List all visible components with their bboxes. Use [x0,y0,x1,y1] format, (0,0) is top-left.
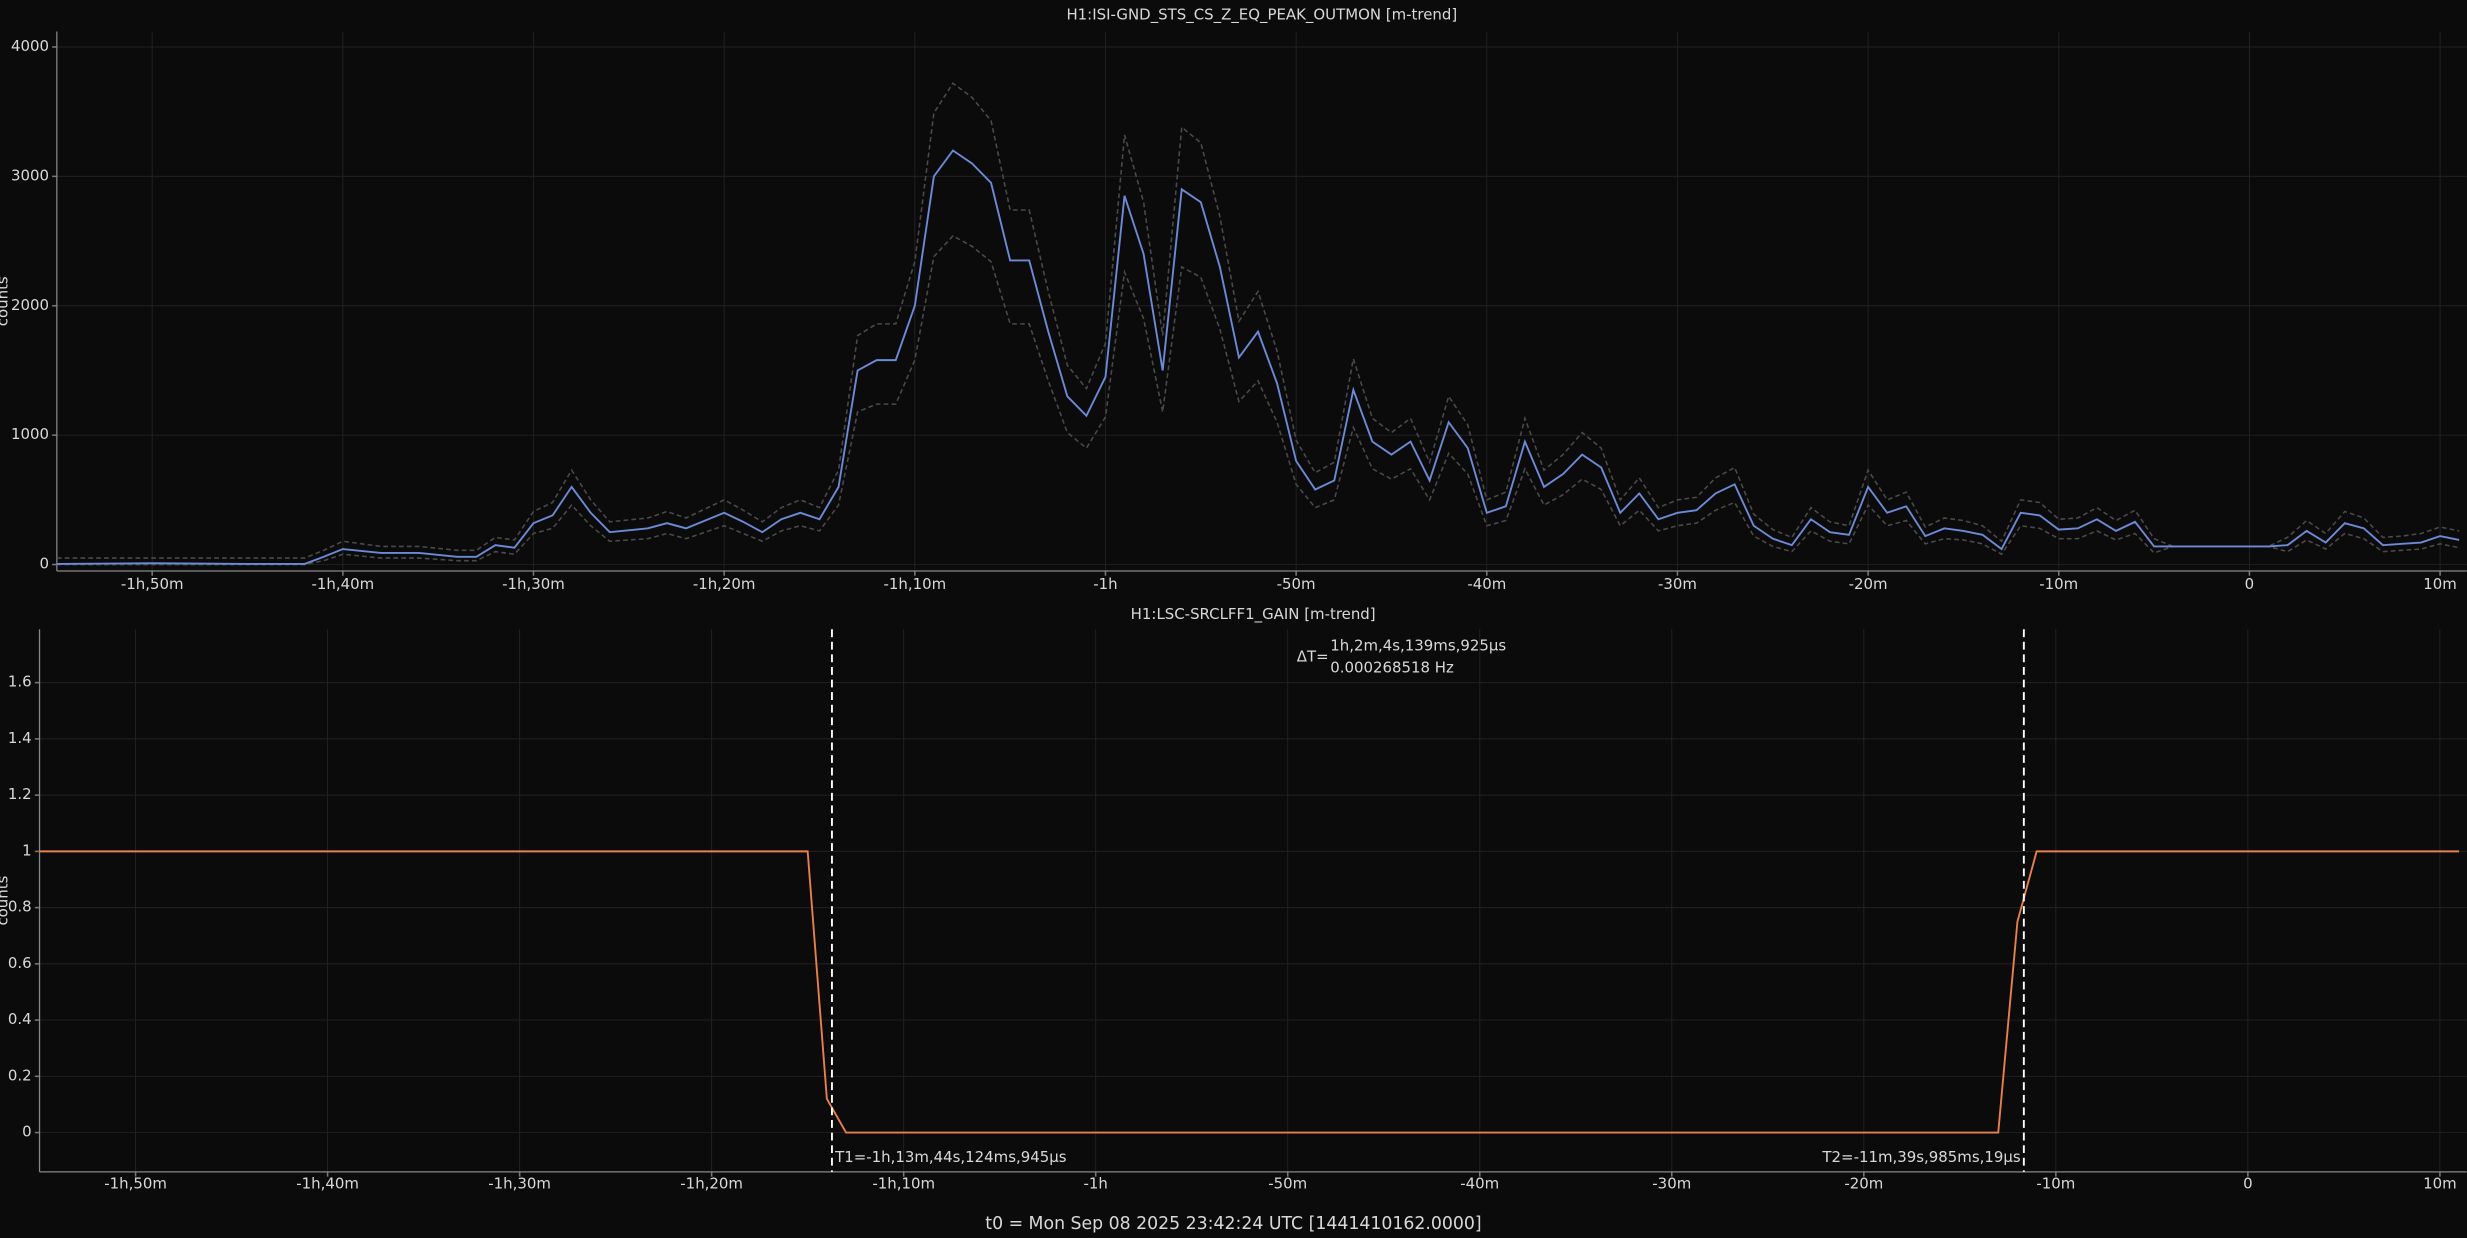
x-tick-label: -20m [1844,1175,1883,1193]
chart-title: H1:ISI-GND_STS_CS_Z_EQ_PEAK_OUTMON [m-tr… [1066,6,1457,24]
y-tick-label: 1 [22,841,32,859]
x-tick-label: -1h [1093,575,1117,593]
x-tick-label: -40m [1460,1175,1499,1193]
y-tick-label: 0 [22,1123,32,1141]
x-tick-label: -50m [1277,575,1316,593]
x-tick-label: -50m [1268,1175,1307,1193]
delta-time: 1h,2m,4s,139ms,925μs [1330,637,1506,655]
y-tick-label: 1.6 [8,673,32,691]
x-tick-label: -30m [1652,1175,1691,1193]
x-tick-label: 10m [2423,1175,2457,1193]
x-tick-label: -1h,30m [488,1175,551,1193]
series-line [56,149,2460,565]
x-tick-label: -1h,10m [872,1175,935,1193]
x-tick-label: -1h,50m [104,1175,167,1193]
x-tick-label: -1h [1084,1175,1108,1193]
y-tick-label: 2000 [11,296,49,314]
delta-label: ΔT= [1297,648,1329,666]
y-tick-label: 1.4 [8,729,32,747]
x-tick-label: -1h,20m [693,575,756,593]
chart-title: H1:LSC-SRCLFF1_GAIN [m-trend] [1131,605,1376,623]
cursor-label: T1=-1h,13m,44s,124ms,945μs [834,1148,1067,1166]
y-tick-label: 0 [39,555,49,573]
x-tick-label: -40m [1467,575,1506,593]
y-axis-label: counts [0,276,11,326]
x-tick-label: 10m [2423,575,2457,593]
y-axis-label: counts [0,875,11,925]
series-line [56,234,2460,566]
y-tick-label: 0.8 [8,898,32,916]
delta-frequency: 0.000268518 Hz [1330,659,1454,677]
x-tick-label: -30m [1658,575,1697,593]
cursor-label: T2=-11m,39s,985ms,19μs [1821,1148,2020,1166]
x-tick-label: -1h,50m [121,575,184,593]
y-tick-label: 3000 [11,166,49,184]
footer: t0 = Mon Sep 08 2025 23:42:24 UTC [14414… [985,1214,1481,1234]
y-tick-label: 0.4 [8,1010,32,1028]
series-line [39,850,2460,1134]
y-tick-label: 1000 [11,425,49,443]
x-tick-label: -10m [2039,575,2078,593]
x-tick-label: -10m [2036,1175,2075,1193]
x-tick-label: -1h,10m [883,575,946,593]
x-tick-label: -1h,40m [296,1175,359,1193]
y-tick-label: 0.6 [8,954,32,972]
x-tick-label: 0 [2243,1175,2253,1193]
y-tick-label: 0.2 [8,1066,32,1084]
x-tick-label: -1h,20m [680,1175,743,1193]
y-tick-label: 1.2 [8,785,32,803]
x-tick-label: -1h,40m [312,575,375,593]
y-tick-label: 4000 [11,37,49,55]
x-tick-label: -1h,30m [502,575,565,593]
x-tick-label: -20m [1849,575,1888,593]
x-tick-label: 0 [2245,575,2255,593]
series-line [56,82,2460,559]
